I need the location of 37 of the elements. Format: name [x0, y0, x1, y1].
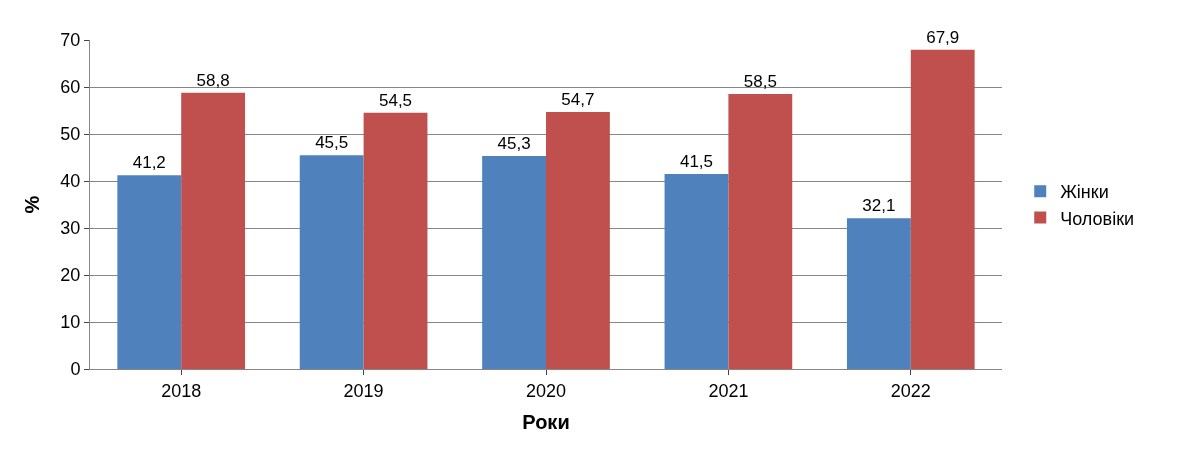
data-label: 54,5: [378, 90, 413, 110]
data-label: 58,8: [196, 70, 230, 90]
data-label: 54,7: [561, 89, 595, 109]
bar: [910, 49, 975, 369]
x-tick-label: 2019: [343, 380, 384, 401]
bar: [299, 155, 364, 369]
bar: [482, 156, 546, 369]
bar: [846, 218, 911, 369]
data-label: 45,3: [497, 134, 531, 154]
x-axis-title: Роки: [522, 411, 570, 434]
legend-label: Жінки: [1060, 182, 1109, 203]
bar: [664, 173, 729, 369]
data-label: 67,9: [926, 27, 960, 47]
data-label: 45,5: [315, 133, 349, 153]
bar: [546, 111, 610, 369]
data-label: 41,2: [132, 153, 166, 173]
data-label: 58,5: [743, 72, 777, 92]
x-tick-label: 2021: [708, 380, 749, 401]
bar: [363, 112, 428, 369]
data-label: 41,5: [679, 151, 714, 171]
y-axis-title: %: [20, 195, 43, 214]
y-tick-label: 50: [60, 124, 81, 145]
y-tick-label: 10: [60, 312, 81, 333]
x-tick-label: 2020: [525, 380, 567, 401]
y-tick-label: 40: [60, 171, 81, 192]
legend-label: Чоловіки: [1060, 208, 1135, 229]
y-tick-label: 30: [60, 218, 81, 239]
x-tick-label: 2022: [890, 380, 931, 401]
y-tick-label: 70: [60, 30, 81, 51]
y-tick-label: 20: [60, 265, 81, 286]
bar: [117, 175, 182, 369]
y-tick-label: 0: [70, 359, 81, 380]
y-tick-label: 60: [60, 77, 81, 98]
data-label: 32,1: [862, 196, 896, 216]
bar: [728, 94, 793, 369]
x-tick-label: 2018: [161, 380, 202, 401]
bar: [181, 92, 246, 369]
